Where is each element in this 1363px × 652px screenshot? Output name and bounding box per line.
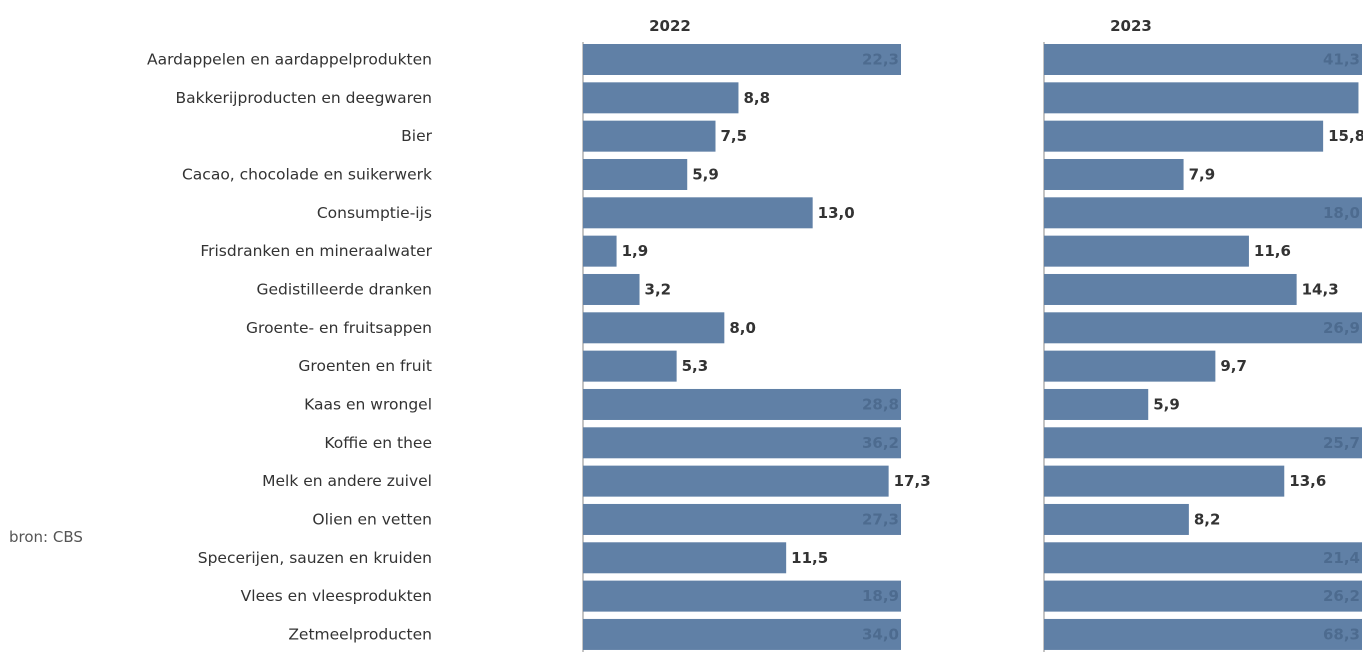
bar bbox=[583, 427, 901, 459]
bar bbox=[1044, 542, 1362, 574]
bar bbox=[583, 580, 901, 612]
bar bbox=[1044, 580, 1362, 612]
data-label: 8,0 bbox=[729, 319, 756, 337]
data-label: 9,7 bbox=[1220, 357, 1247, 375]
bar bbox=[583, 350, 677, 382]
bar bbox=[583, 503, 901, 535]
data-label: 11,6 bbox=[1254, 242, 1291, 260]
data-label: 7,9 bbox=[1189, 165, 1216, 183]
panel-title: 2023 bbox=[1110, 17, 1152, 35]
category-label: Kaas en wrongel bbox=[304, 395, 432, 413]
data-label: 5,9 bbox=[1153, 395, 1180, 413]
data-label: 36,2 bbox=[862, 434, 899, 452]
data-label: 27,3 bbox=[862, 510, 899, 528]
data-label: 17,3 bbox=[894, 472, 931, 490]
category-label: Gedistilleerde dranken bbox=[256, 280, 432, 298]
category-label: Olien en vetten bbox=[312, 510, 432, 528]
bar bbox=[583, 235, 617, 267]
data-label: 8,8 bbox=[743, 89, 770, 107]
bar bbox=[1044, 503, 1189, 535]
data-label: 25,7 bbox=[1323, 434, 1360, 452]
category-label: Specerijen, sauzen en kruiden bbox=[198, 549, 432, 567]
bar bbox=[583, 197, 813, 229]
data-label: 26,9 bbox=[1323, 319, 1360, 337]
category-label: Bakkerijproducten en deegwaren bbox=[175, 89, 432, 107]
data-label: 8,2 bbox=[1194, 510, 1221, 528]
category-label: Consumptie-ijs bbox=[317, 204, 432, 222]
bar bbox=[583, 158, 688, 190]
data-label: 3,2 bbox=[645, 280, 672, 298]
category-label: Zetmeelproducten bbox=[288, 625, 432, 643]
bar bbox=[1044, 465, 1285, 497]
data-label: 13,6 bbox=[1289, 472, 1326, 490]
data-label: 18,9 bbox=[862, 587, 899, 605]
bar bbox=[1044, 427, 1362, 459]
data-label: 13,0 bbox=[818, 204, 855, 222]
data-label: 5,9 bbox=[692, 165, 719, 183]
bar bbox=[583, 82, 739, 114]
data-label: 21,4 bbox=[1323, 549, 1360, 567]
category-label: Melk en andere zuivel bbox=[262, 472, 432, 490]
bar bbox=[1044, 158, 1184, 190]
bar bbox=[583, 312, 725, 344]
category-label: Bier bbox=[401, 127, 432, 145]
data-label: 41,3 bbox=[1323, 51, 1360, 69]
panel-title: 2022 bbox=[649, 17, 691, 35]
category-label: Koffie en thee bbox=[324, 434, 432, 452]
bar bbox=[583, 542, 787, 574]
data-label: 22,3 bbox=[862, 51, 899, 69]
data-label: 14,3 bbox=[1302, 280, 1339, 298]
bar bbox=[583, 388, 901, 420]
bar bbox=[583, 120, 716, 152]
category-label: Groenten en fruit bbox=[298, 357, 432, 375]
category-label: Frisdranken en mineraalwater bbox=[200, 242, 432, 260]
data-label: 11,5 bbox=[791, 549, 828, 567]
bar bbox=[1044, 350, 1216, 382]
source-note: bron: CBS bbox=[9, 528, 83, 546]
bar bbox=[1044, 312, 1362, 344]
bar bbox=[1044, 44, 1362, 75]
data-label: 15,8 bbox=[1328, 127, 1363, 145]
data-label: 1,9 bbox=[622, 242, 649, 260]
data-label: 26,2 bbox=[1323, 587, 1360, 605]
bar bbox=[1044, 388, 1149, 420]
bar bbox=[1044, 618, 1362, 650]
bar bbox=[1044, 273, 1297, 305]
category-label: Cacao, chocolade en suikerwerk bbox=[182, 165, 432, 183]
bar bbox=[583, 273, 640, 305]
data-label: 34,0 bbox=[862, 625, 899, 643]
bar bbox=[583, 44, 901, 75]
category-label: Aardappelen en aardappelprodukten bbox=[147, 51, 432, 69]
data-label: 28,8 bbox=[862, 395, 899, 413]
data-label: 18,0 bbox=[1323, 204, 1360, 222]
bar bbox=[1044, 82, 1359, 114]
data-label: 5,3 bbox=[682, 357, 709, 375]
bar bbox=[1044, 120, 1324, 152]
category-label: Groente- en fruitsappen bbox=[246, 319, 432, 337]
category-label: Vlees en vleesprodukten bbox=[241, 587, 432, 605]
bar bbox=[1044, 235, 1249, 267]
bar bbox=[583, 465, 889, 497]
data-label: 68,3 bbox=[1323, 625, 1360, 643]
data-label: 7,5 bbox=[721, 127, 748, 145]
bar bbox=[583, 618, 901, 650]
bar bbox=[1044, 197, 1362, 229]
